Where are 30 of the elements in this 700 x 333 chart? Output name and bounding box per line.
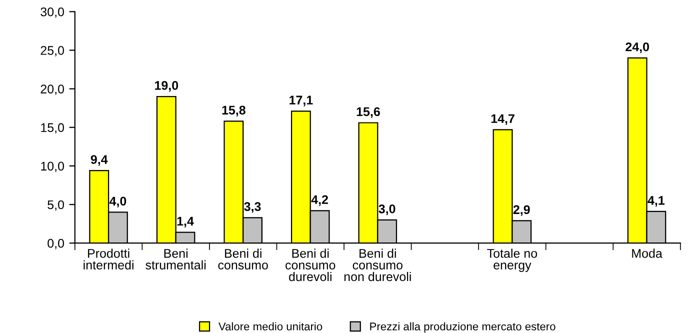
- x-tick-label: Beni di consumo: [218, 248, 268, 270]
- y-tick-label: 15,0: [41, 123, 64, 134]
- data-label: 15,6: [356, 107, 380, 118]
- data-label: 4,1: [648, 196, 665, 207]
- legend-label: Valore medio unitario: [218, 322, 322, 330]
- legend-label: Prezzi alla produzione mercato estero: [370, 322, 556, 333]
- data-label: 9,4: [90, 155, 108, 166]
- data-label: 4,2: [311, 195, 328, 206]
- data-label: 4,0: [109, 196, 126, 208]
- y-tick-label: 30,0: [40, 7, 64, 18]
- data-label: 2,9: [513, 205, 530, 216]
- data-label: 17,1: [290, 96, 313, 106]
- data-label: 19,0: [155, 81, 178, 92]
- data-label: 1,4: [177, 216, 194, 228]
- y-tick-label: 20,0: [40, 84, 64, 95]
- x-tick-label: Beni strumentali: [146, 248, 206, 270]
- y-tick-label: 25,0: [40, 46, 64, 56]
- data-label: 14,7: [491, 114, 514, 125]
- y-tick-label: 0,0: [48, 238, 64, 250]
- data-label: 3,3: [244, 202, 261, 213]
- y-tick-label: 10,0: [41, 162, 64, 172]
- x-tick-label: Beni di consumo non durevoli: [344, 248, 411, 282]
- x-tick-label: Totale no energy: [487, 248, 538, 272]
- data-label: 3,0: [378, 204, 396, 216]
- data-label: 15,8: [222, 106, 246, 116]
- x-tick-label: Moda: [632, 248, 662, 258]
- x-tick-label: Prodotti intermedi: [84, 248, 134, 270]
- y-tick-label: 5,0: [48, 200, 64, 211]
- x-tick-label: Beni di consumo durevoli: [286, 248, 336, 282]
- data-label: 24,0: [626, 42, 649, 54]
